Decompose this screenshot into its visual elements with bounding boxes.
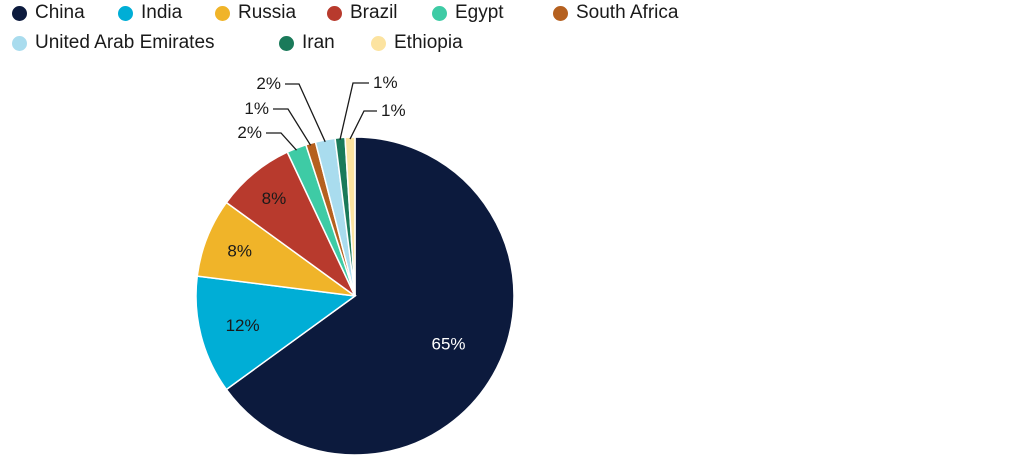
leader-line: [266, 132, 297, 151]
legend-item: Brazil: [327, 2, 398, 24]
data-label: 1%: [244, 99, 269, 118]
legend-item: Iran: [279, 32, 335, 54]
leader-line: [339, 82, 369, 140]
legend-label: China: [35, 2, 85, 23]
data-label: 1%: [373, 73, 398, 92]
data-label: 1%: [381, 101, 406, 120]
legend-label: United Arab Emirates: [35, 32, 215, 53]
legend-item: Egypt: [432, 2, 504, 24]
legend-swatch: [432, 5, 447, 21]
data-label: 12%: [226, 316, 260, 335]
legend-item: Ethiopia: [371, 32, 463, 54]
legend-label: South Africa: [576, 2, 679, 23]
legend-label: India: [141, 2, 183, 23]
legend-swatch: [371, 35, 386, 51]
pie-slice: [195, 275, 357, 391]
legend-swatch: [553, 5, 568, 21]
pie-slice: [344, 136, 356, 297]
legend-item: China: [12, 2, 85, 24]
data-label: 2%: [237, 123, 262, 142]
leader-line: [349, 110, 377, 140]
data-label: 65%: [431, 335, 465, 354]
legend-swatch: [12, 5, 27, 21]
data-label: 2%: [256, 74, 281, 93]
legend-item: India: [118, 2, 182, 24]
legend-item: Russia: [215, 2, 296, 24]
leader-line: [273, 108, 312, 146]
pie-slice: [225, 136, 515, 456]
legend-swatch: [327, 5, 342, 21]
legend-label: Egypt: [455, 2, 504, 23]
legend-swatch: [12, 35, 27, 51]
legend-label: Russia: [238, 2, 297, 23]
legend-label: Ethiopia: [394, 32, 463, 53]
data-label: 8%: [227, 241, 252, 260]
legend-swatch: [118, 5, 133, 21]
legend-label: Brazil: [350, 2, 398, 23]
legend-item: South Africa: [553, 2, 678, 24]
leader-line: [285, 83, 326, 143]
legend-swatch: [215, 5, 230, 21]
data-label: 8%: [262, 189, 287, 208]
legend-label: Iran: [302, 32, 335, 53]
legend-swatch: [279, 35, 294, 51]
legend-item: United Arab Emirates: [12, 32, 215, 54]
